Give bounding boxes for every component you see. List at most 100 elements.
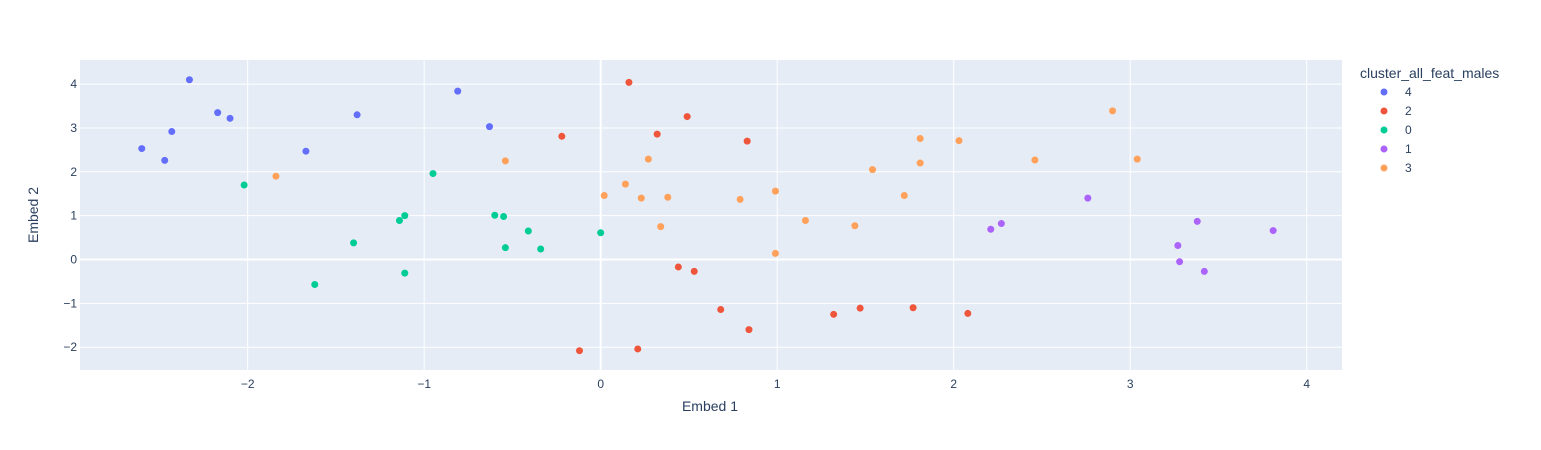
scatter-point (161, 156, 169, 164)
scatter-point (869, 166, 877, 174)
scatter-point (1200, 267, 1208, 275)
scatter-point (745, 326, 753, 334)
scatter-point (1193, 217, 1201, 225)
scatter-point (771, 249, 779, 257)
scatter-point (634, 345, 642, 353)
scatter-point (664, 193, 672, 201)
scatter-point (401, 269, 409, 277)
scatter-point (1174, 241, 1182, 249)
scatter-point (916, 159, 924, 167)
x-tick-label: 2 (950, 377, 957, 391)
scatter-point (1084, 194, 1092, 202)
scatter-point (240, 181, 248, 189)
series-0 (240, 170, 605, 288)
plot-background (80, 60, 1342, 370)
scatter-point (851, 222, 859, 230)
scatter-point (537, 245, 545, 253)
scatter-point (401, 212, 409, 220)
x-tick-label: 3 (1127, 377, 1134, 391)
x-tick-label: −2 (241, 377, 255, 391)
x-tick-label: 1 (774, 377, 781, 391)
scatter-point (653, 130, 661, 138)
legend: cluster_all_feat_males 4 2 0 1 3 (1360, 65, 1499, 175)
x-tick-label: 4 (1303, 377, 1310, 391)
y-tick-label: 3 (70, 121, 77, 135)
scatter-point (226, 114, 234, 122)
scatter-point (743, 137, 751, 145)
scatter-point (501, 244, 509, 252)
x-axis-title: Embed 1 (682, 398, 738, 414)
y-tick-label: 0 (70, 253, 77, 267)
legend-marker (1380, 145, 1388, 153)
scatter-point (302, 147, 310, 155)
x-axis-ticks: −2 −1 0 1 2 3 4 (241, 377, 1311, 391)
y-tick-label: −1 (63, 296, 77, 310)
legend-marker (1380, 107, 1388, 115)
scatter-point (168, 127, 176, 135)
y-tick-label: 1 (70, 209, 77, 223)
y-tick-label: 4 (70, 77, 77, 91)
legend-label: 2 (1405, 104, 1412, 118)
scatter-point (856, 304, 864, 312)
scatter-point (1109, 107, 1117, 115)
scatter-point (501, 157, 509, 165)
legend-label: 1 (1405, 142, 1412, 156)
scatter-point (644, 155, 652, 163)
scatter-point (395, 216, 403, 224)
scatter-point (350, 239, 358, 247)
scatter-point (429, 170, 437, 178)
legend-label: 3 (1405, 161, 1412, 175)
gridlines (80, 60, 1342, 370)
scatter-point (637, 194, 645, 202)
scatter-point (214, 109, 222, 117)
series-1 (987, 194, 1277, 275)
scatter-point (353, 111, 361, 119)
scatter-point (621, 180, 629, 188)
scatter-point (138, 145, 146, 153)
scatter-point (485, 123, 493, 131)
x-tick-label: −1 (417, 377, 431, 391)
y-axis-title: Embed 2 (25, 187, 41, 243)
y-tick-label: 2 (70, 165, 77, 179)
scatter-point (1031, 156, 1039, 164)
legend-label: 4 (1405, 85, 1412, 99)
y-axis-ticks: −2 −1 0 1 2 3 4 (63, 77, 77, 354)
scatter-point (916, 134, 924, 142)
series-4 (138, 76, 493, 164)
x-tick-label: 0 (597, 377, 604, 391)
scatter-point (690, 267, 698, 275)
scatter-point (771, 187, 779, 195)
scatter-point (801, 216, 809, 224)
legend-marker (1380, 126, 1388, 134)
scatter-point (1176, 258, 1184, 266)
scatter-point (500, 213, 508, 221)
scatter-point (272, 172, 280, 180)
scatter-point (597, 229, 605, 237)
legend-items: 4 2 0 1 3 (1380, 85, 1412, 175)
scatter-point (964, 309, 972, 317)
scatter-point (1133, 155, 1141, 163)
series-2 (558, 78, 972, 355)
scatter-point (683, 113, 691, 121)
scatter-point (625, 78, 633, 86)
scatter-point (524, 227, 532, 235)
data-points (138, 76, 1277, 355)
scatter-point (674, 263, 682, 271)
scatter-point (657, 223, 665, 231)
scatter-point (997, 220, 1005, 228)
scatter-point (987, 225, 995, 233)
y-tick-label: −2 (63, 340, 77, 354)
scatter-point (185, 76, 193, 84)
scatter-point (900, 191, 908, 199)
scatter-point (736, 195, 744, 203)
scatter-point (311, 280, 319, 288)
legend-title: cluster_all_feat_males (1360, 65, 1499, 81)
scatter-point (454, 87, 462, 95)
scatter-point (955, 137, 963, 145)
scatter-point (576, 347, 584, 355)
scatter-point (491, 211, 499, 219)
legend-label: 0 (1405, 123, 1412, 137)
scatter-point (558, 132, 566, 140)
scatter-point (1269, 227, 1277, 235)
